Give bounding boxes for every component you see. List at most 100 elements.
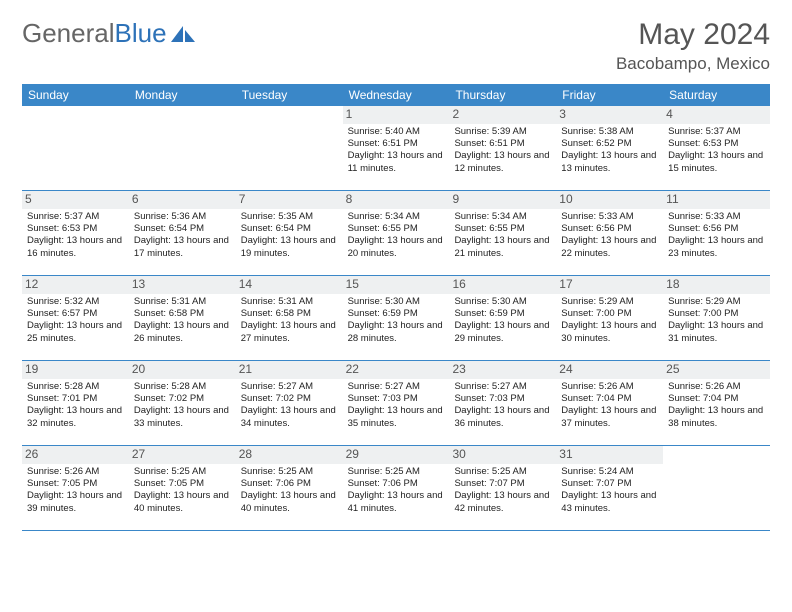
sun-info: Sunrise: 5:29 AMSunset: 7:00 PMDaylight:… bbox=[561, 296, 658, 345]
week-row: 1Sunrise: 5:40 AMSunset: 6:51 PMDaylight… bbox=[22, 106, 770, 191]
sun-info: Sunrise: 5:24 AMSunset: 7:07 PMDaylight:… bbox=[561, 466, 658, 515]
logo-word-2: Blue bbox=[115, 18, 167, 48]
sun-info: Sunrise: 5:37 AMSunset: 6:53 PMDaylight:… bbox=[27, 211, 124, 260]
day-number: 10 bbox=[556, 191, 663, 209]
week-row: 5 Sunrise: 5:37 AMSunset: 6:53 PMDaylight… bbox=[22, 191, 770, 276]
day-number: 26 bbox=[22, 446, 129, 464]
sun-info: Sunrise: 5:25 AMSunset: 7:06 PMDaylight:… bbox=[241, 466, 338, 515]
day-cell: 15 Sunrise: 5:30 AMSunset: 6:59 PMDayligh… bbox=[343, 276, 450, 360]
day-cell: 17Sunrise: 5:29 AMSunset: 7:00 PMDayligh… bbox=[556, 276, 663, 360]
location: Bacobampo, Mexico bbox=[616, 54, 770, 74]
day-number: 31 bbox=[556, 446, 663, 464]
sun-info: Sunrise: 5:25 AMSunset: 7:07 PMDaylight:… bbox=[454, 466, 551, 515]
sun-info: Sunrise: 5:33 AMSunset: 6:56 PMDaylight:… bbox=[561, 211, 658, 260]
sun-info: Sunrise: 5:27 AMSunset: 7:03 PMDaylight:… bbox=[454, 381, 551, 430]
day-cell: 9 Sunrise: 5:34 AMSunset: 6:55 PMDaylight… bbox=[449, 191, 556, 275]
day-number: 15 bbox=[343, 276, 450, 294]
sun-info: Sunrise: 5:26 AMSunset: 7:04 PMDaylight:… bbox=[668, 381, 765, 430]
day-cell: 21 Sunrise: 5:27 AMSunset: 7:02 PMDayligh… bbox=[236, 361, 343, 445]
day-cell: 8 Sunrise: 5:34 AMSunset: 6:55 PMDaylight… bbox=[343, 191, 450, 275]
logo-sail-icon bbox=[171, 24, 197, 44]
sun-info: Sunrise: 5:34 AMSunset: 6:55 PMDaylight:… bbox=[454, 211, 551, 260]
day-cell: 25Sunrise: 5:26 AMSunset: 7:04 PMDayligh… bbox=[663, 361, 770, 445]
day-number: 29 bbox=[343, 446, 450, 464]
day-number: 6 bbox=[129, 191, 236, 209]
sun-info: Sunrise: 5:31 AMSunset: 6:58 PMDaylight:… bbox=[134, 296, 231, 345]
weekday-label: Sunday bbox=[22, 84, 129, 106]
day-number: 24 bbox=[556, 361, 663, 379]
sun-info: Sunrise: 5:27 AMSunset: 7:02 PMDaylight:… bbox=[241, 381, 338, 430]
day-cell: 11 Sunrise: 5:33 AMSunset: 6:56 PMDayligh… bbox=[663, 191, 770, 275]
sun-info: Sunrise: 5:34 AMSunset: 6:55 PMDaylight:… bbox=[348, 211, 445, 260]
day-number: 9 bbox=[449, 191, 556, 209]
day-number: 30 bbox=[449, 446, 556, 464]
day-number: 19 bbox=[22, 361, 129, 379]
logo: GeneralBlue bbox=[22, 18, 197, 49]
day-number: 8 bbox=[343, 191, 450, 209]
day-number: 21 bbox=[236, 361, 343, 379]
day-number: 5 bbox=[22, 191, 129, 209]
calendar-page: GeneralBlue May 2024 Bacobampo, Mexico S… bbox=[0, 0, 792, 549]
day-number: 18 bbox=[663, 276, 770, 294]
sun-info: Sunrise: 5:26 AMSunset: 7:05 PMDaylight:… bbox=[27, 466, 124, 515]
day-cell: 13 Sunrise: 5:31 AMSunset: 6:58 PMDayligh… bbox=[129, 276, 236, 360]
sun-info: Sunrise: 5:28 AMSunset: 7:02 PMDaylight:… bbox=[134, 381, 231, 430]
logo-word-1: General bbox=[22, 18, 115, 48]
day-cell: 23 Sunrise: 5:27 AMSunset: 7:03 PMDayligh… bbox=[449, 361, 556, 445]
day-cell: 19 Sunrise: 5:28 AMSunset: 7:01 PMDayligh… bbox=[22, 361, 129, 445]
day-number: 3 bbox=[556, 106, 663, 124]
day-cell: 18 Sunrise: 5:29 AMSunset: 7:00 PMDayligh… bbox=[663, 276, 770, 360]
day-number: 23 bbox=[449, 361, 556, 379]
day-cell: 3 Sunrise: 5:38 AMSunset: 6:52 PMDaylight… bbox=[556, 106, 663, 190]
day-cell: 24Sunrise: 5:26 AMSunset: 7:04 PMDayligh… bbox=[556, 361, 663, 445]
day-number: 12 bbox=[22, 276, 129, 294]
day-number: 7 bbox=[236, 191, 343, 209]
sun-info: Sunrise: 5:39 AMSunset: 6:51 PMDaylight:… bbox=[454, 126, 551, 175]
sun-info: Sunrise: 5:29 AMSunset: 7:00 PMDaylight:… bbox=[668, 296, 765, 345]
sun-info: Sunrise: 5:36 AMSunset: 6:54 PMDaylight:… bbox=[134, 211, 231, 260]
sun-info: Sunrise: 5:33 AMSunset: 6:56 PMDaylight:… bbox=[668, 211, 765, 260]
day-number: 13 bbox=[129, 276, 236, 294]
weekday-label: Saturday bbox=[663, 84, 770, 106]
week-row: 26 Sunrise: 5:26 AMSunset: 7:05 PMDayligh… bbox=[22, 446, 770, 531]
day-cell: 2 Sunrise: 5:39 AMSunset: 6:51 PMDaylight… bbox=[449, 106, 556, 190]
day-cell: 30 Sunrise: 5:25 AMSunset: 7:07 PMDayligh… bbox=[449, 446, 556, 530]
weekday-label: Thursday bbox=[449, 84, 556, 106]
month-title: May 2024 bbox=[616, 18, 770, 52]
day-cell: 12 Sunrise: 5:32 AMSunset: 6:57 PMDayligh… bbox=[22, 276, 129, 360]
sun-info: Sunrise: 5:25 AMSunset: 7:06 PMDaylight:… bbox=[348, 466, 445, 515]
sun-info: Sunrise: 5:25 AMSunset: 7:05 PMDaylight:… bbox=[134, 466, 231, 515]
day-cell: 4Sunrise: 5:37 AMSunset: 6:53 PMDaylight… bbox=[663, 106, 770, 190]
day-number: 14 bbox=[236, 276, 343, 294]
day-number: 2 bbox=[449, 106, 556, 124]
day-cell: 14 Sunrise: 5:31 AMSunset: 6:58 PMDayligh… bbox=[236, 276, 343, 360]
day-cell: 20Sunrise: 5:28 AMSunset: 7:02 PMDayligh… bbox=[129, 361, 236, 445]
day-cell: 28Sunrise: 5:25 AMSunset: 7:06 PMDayligh… bbox=[236, 446, 343, 530]
day-number: 4 bbox=[663, 106, 770, 124]
sun-info: Sunrise: 5:32 AMSunset: 6:57 PMDaylight:… bbox=[27, 296, 124, 345]
sun-info: Sunrise: 5:35 AMSunset: 6:54 PMDaylight:… bbox=[241, 211, 338, 260]
sun-info: Sunrise: 5:30 AMSunset: 6:59 PMDaylight:… bbox=[454, 296, 551, 345]
day-cell: 26 Sunrise: 5:26 AMSunset: 7:05 PMDayligh… bbox=[22, 446, 129, 530]
day-number: 27 bbox=[129, 446, 236, 464]
empty-cell bbox=[22, 106, 129, 190]
weekday-label: Tuesday bbox=[236, 84, 343, 106]
title-block: May 2024 Bacobampo, Mexico bbox=[616, 18, 770, 74]
sun-info: Sunrise: 5:30 AMSunset: 6:59 PMDaylight:… bbox=[348, 296, 445, 345]
day-number: 11 bbox=[663, 191, 770, 209]
weekday-label: Friday bbox=[556, 84, 663, 106]
sun-info: Sunrise: 5:28 AMSunset: 7:01 PMDaylight:… bbox=[27, 381, 124, 430]
day-cell: 6 Sunrise: 5:36 AMSunset: 6:54 PMDaylight… bbox=[129, 191, 236, 275]
day-cell: 1Sunrise: 5:40 AMSunset: 6:51 PMDaylight… bbox=[343, 106, 450, 190]
weeks-container: 1Sunrise: 5:40 AMSunset: 6:51 PMDaylight… bbox=[22, 106, 770, 531]
day-number: 1 bbox=[343, 106, 450, 124]
sun-info: Sunrise: 5:31 AMSunset: 6:58 PMDaylight:… bbox=[241, 296, 338, 345]
empty-cell bbox=[663, 446, 770, 530]
empty-cell bbox=[236, 106, 343, 190]
day-number: 22 bbox=[343, 361, 450, 379]
sun-info: Sunrise: 5:38 AMSunset: 6:52 PMDaylight:… bbox=[561, 126, 658, 175]
day-cell: 31 Sunrise: 5:24 AMSunset: 7:07 PMDayligh… bbox=[556, 446, 663, 530]
weekday-label: Monday bbox=[129, 84, 236, 106]
logo-text: GeneralBlue bbox=[22, 18, 167, 49]
week-row: 12 Sunrise: 5:32 AMSunset: 6:57 PMDayligh… bbox=[22, 276, 770, 361]
